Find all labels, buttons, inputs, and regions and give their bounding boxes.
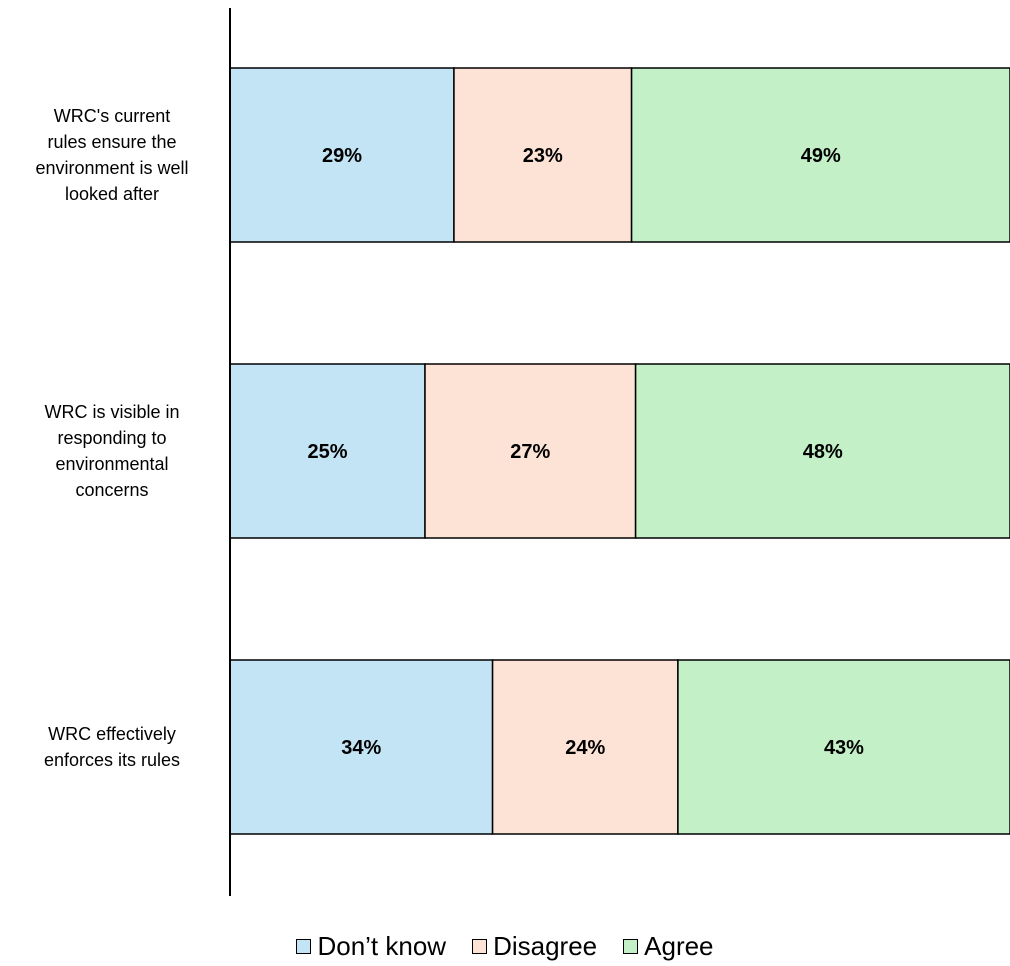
legend-label-dont-know: Don’t know: [317, 930, 447, 961]
bar-segment-disagree-3: [491, 659, 679, 835]
legend-label-disagree: Disagree: [493, 930, 598, 961]
legend-item-dont-know: Don’t know: [296, 931, 446, 962]
category-label-2: WRC is visible in responding to environmen…: [44, 402, 179, 500]
labels-layer: 29% 23% 49% WRC's current rules ensure the en…: [35, 106, 864, 770]
category-label-line: looked after: [65, 184, 159, 204]
bar-segment-disagree-2: [424, 363, 637, 539]
data-label-dont-know-3: 34%: [341, 737, 381, 759]
bar-segment-agree-1: [630, 67, 1010, 243]
category-label-line: WRC effectively: [48, 724, 176, 744]
bar-segment-dont-know-1: [229, 67, 455, 243]
legend-item-agree: Agree: [623, 930, 714, 962]
category-label-line: responding to: [57, 428, 166, 448]
category-label-line: concerns: [75, 480, 148, 500]
category-label-line: enforces its rules: [44, 750, 180, 770]
legend: Don’t know Disagree Agree: [0, 926, 1010, 966]
legend-swatch-agree: [623, 938, 639, 954]
bar-segment-agree-2: [634, 363, 1010, 539]
category-label-1: WRC's current rules ensure the environment…: [35, 106, 188, 204]
category-label-line: rules ensure the: [47, 132, 176, 152]
bar-segment-disagree-1: [453, 67, 633, 243]
data-label-agree-2: 48%: [803, 441, 843, 463]
data-label-agree-1: 49%: [801, 145, 841, 167]
data-label-agree-3: 43%: [824, 737, 864, 759]
stacked-bar-chart: 29% 23% 49% WRC's current rules ensure the en…: [35, 8, 1010, 896]
bar-segment-dont-know-2: [229, 363, 426, 539]
data-label-disagree-3: 24%: [565, 737, 605, 759]
category-label-line: environment is well: [35, 158, 188, 178]
category-label-line: WRC is visible in: [44, 402, 179, 422]
data-label-dont-know-1: 29%: [322, 145, 362, 167]
legend-swatch-disagree: [472, 938, 488, 954]
legend-item-disagree: Disagree: [472, 931, 597, 962]
data-label-disagree-1: 23%: [523, 145, 563, 167]
bars-layer: [229, 67, 1010, 835]
data-label-dont-know-2: 25%: [307, 441, 347, 463]
legend-label-agree: Agree: [644, 930, 714, 961]
category-label-line: environmental: [55, 454, 168, 474]
data-label-disagree-2: 27%: [510, 441, 550, 463]
legend-swatch-dont-know: [296, 938, 312, 954]
category-label-3: WRC effectively enforces its rules: [44, 724, 180, 770]
category-label-line: WRC's current: [54, 106, 170, 126]
